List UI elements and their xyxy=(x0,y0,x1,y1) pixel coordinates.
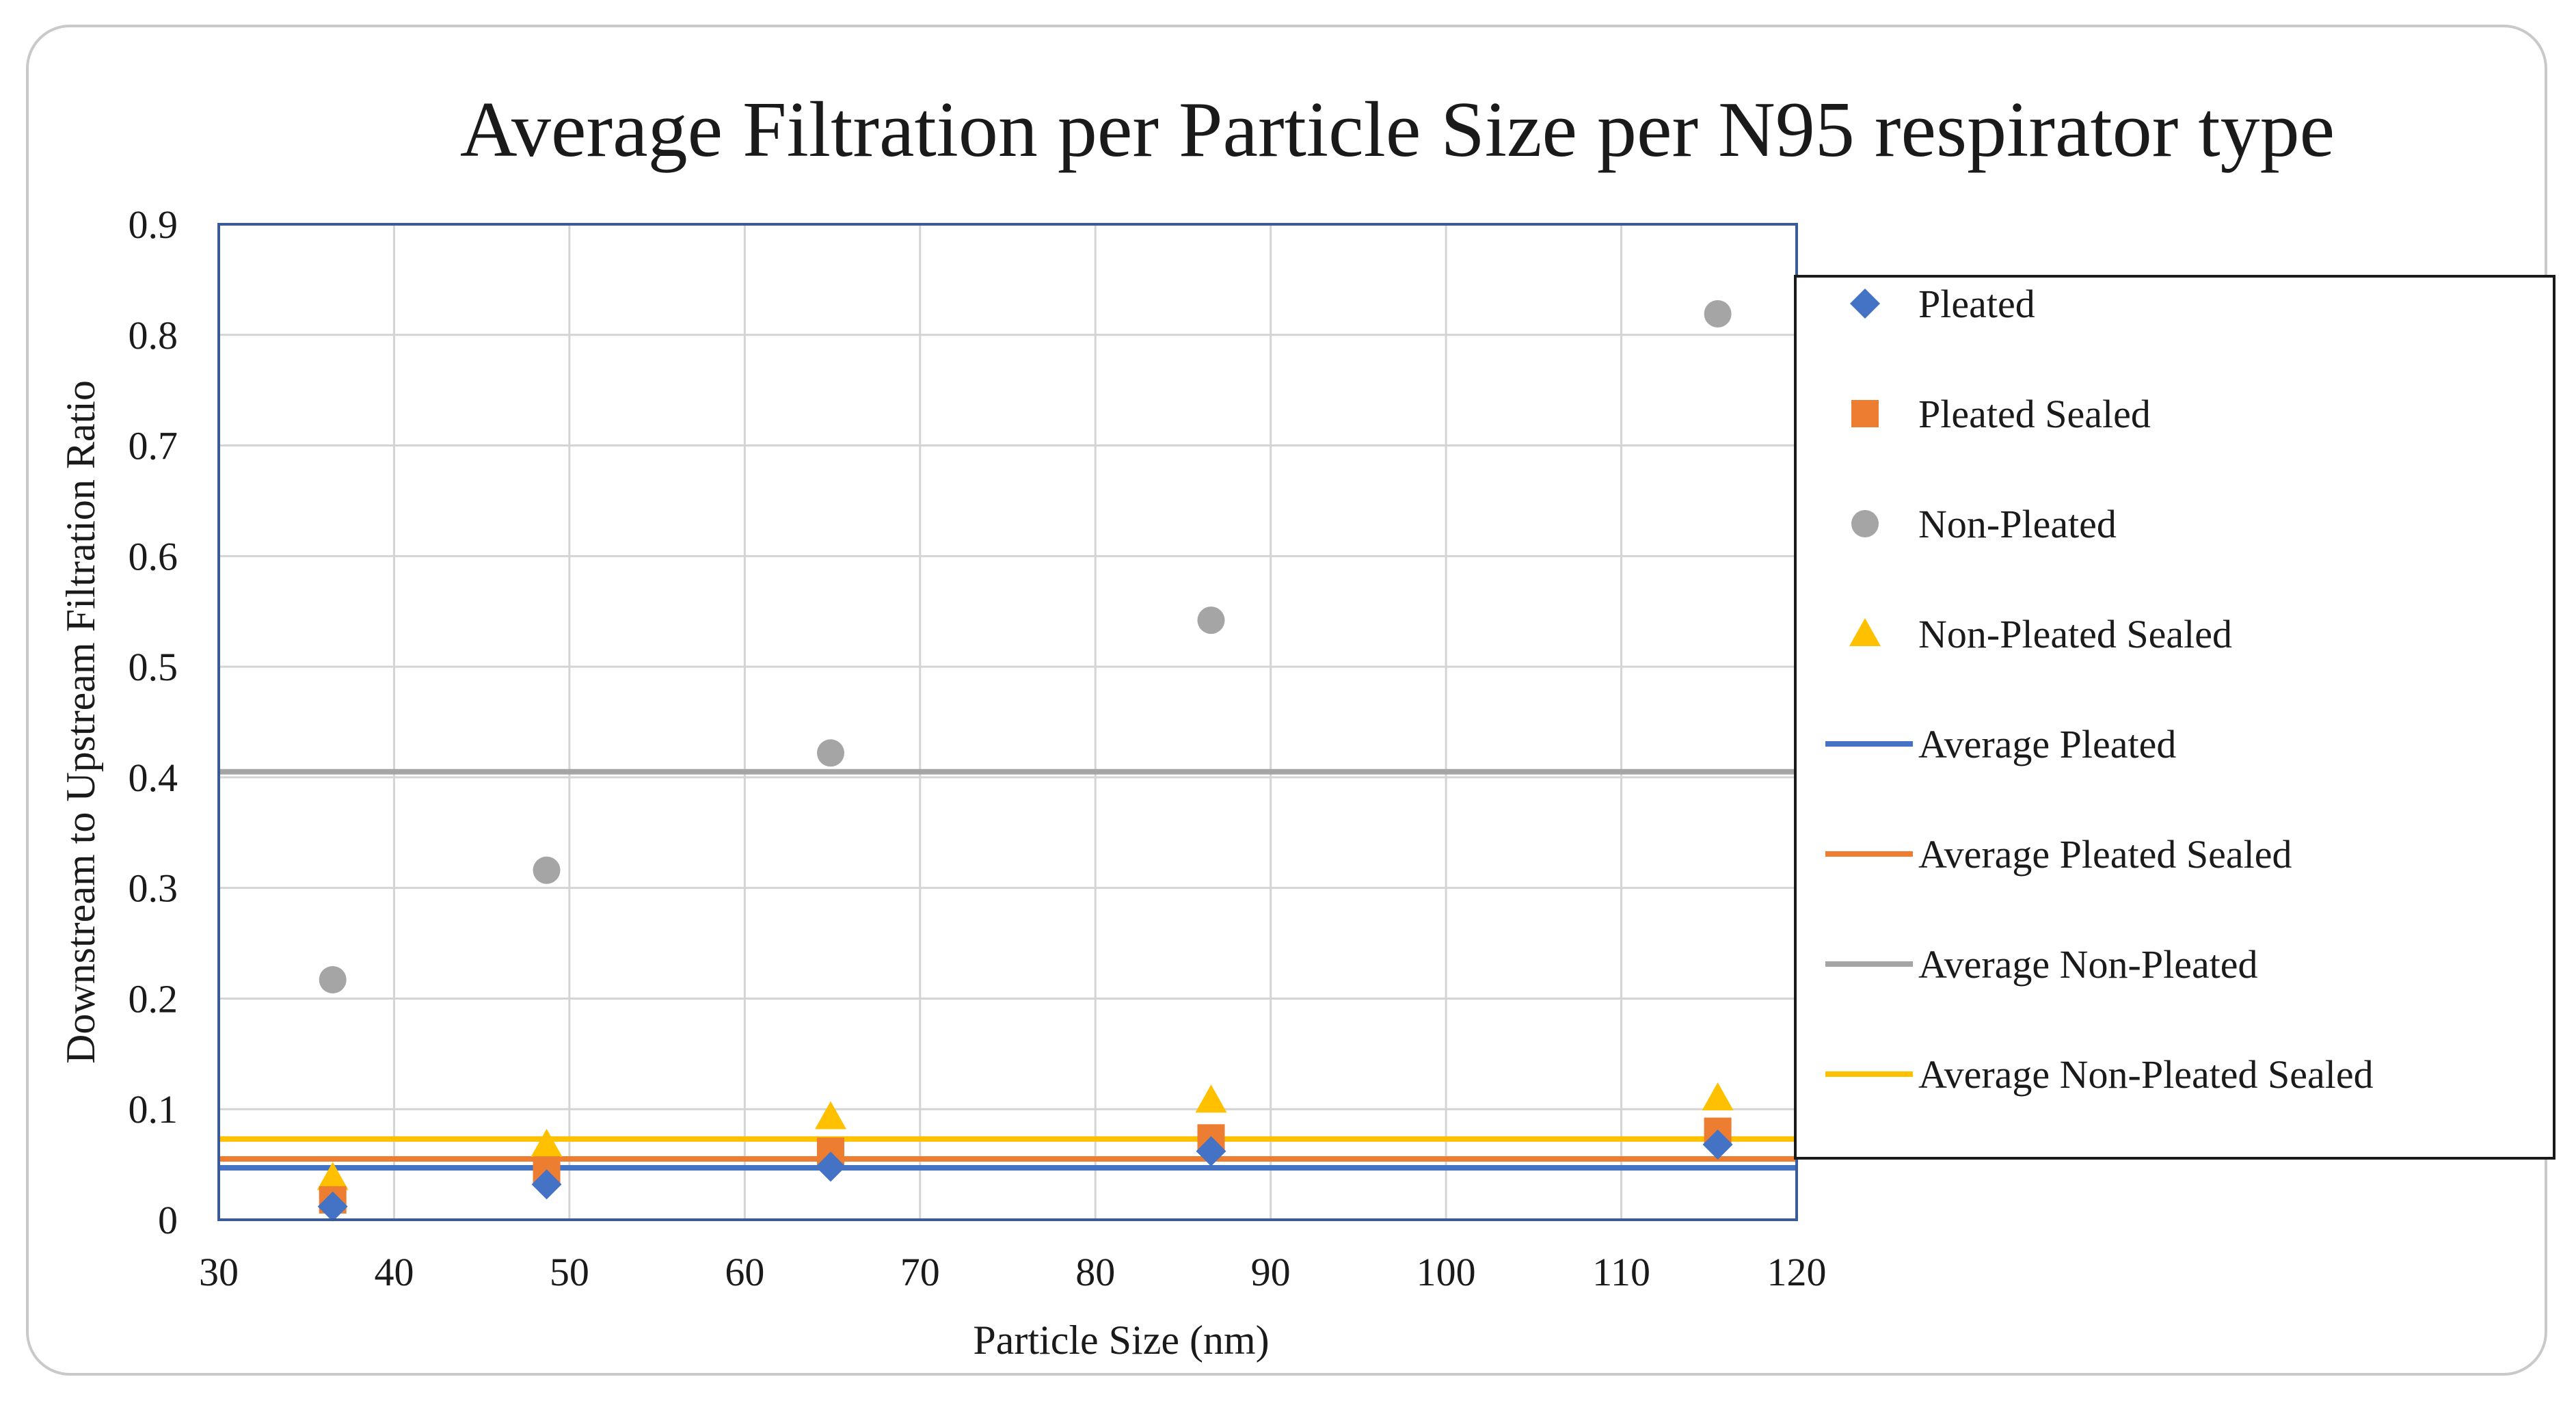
y-tick-label: 0.4 xyxy=(129,756,178,800)
data-point xyxy=(1195,1084,1227,1113)
data-point xyxy=(317,1191,348,1222)
legend-label: Average Non-Pleated Sealed xyxy=(1918,1052,2374,1097)
y-tick-label: 0 xyxy=(158,1198,178,1242)
data-point xyxy=(814,1101,846,1130)
data-point xyxy=(533,856,561,884)
data-points xyxy=(317,300,1734,1222)
plot-area-border xyxy=(217,223,1798,1221)
legend-marker xyxy=(1849,618,1881,646)
data-point xyxy=(1196,1136,1226,1166)
legend-marker xyxy=(1851,400,1879,427)
data-point xyxy=(531,1128,563,1157)
x-tick-label: 100 xyxy=(1417,1250,1476,1294)
legend-label: Average Pleated Sealed xyxy=(1918,832,2292,877)
data-point xyxy=(815,1151,846,1182)
chart-title: Average Filtration per Particle Size per… xyxy=(460,86,2335,174)
y-tick-label: 0.5 xyxy=(129,645,178,689)
y-tick-label: 0.9 xyxy=(129,202,178,247)
y-tick-label: 0.3 xyxy=(129,866,178,911)
legend-label: Pleated Sealed xyxy=(1918,392,2151,436)
y-tick-label: 0.6 xyxy=(129,534,178,578)
legend-label: Average Pleated xyxy=(1918,722,2176,766)
legend-box xyxy=(1794,275,2555,1160)
legend-label: Non-Pleated xyxy=(1918,502,2117,546)
x-tick-label: 90 xyxy=(1251,1250,1291,1294)
x-tick-label: 50 xyxy=(550,1250,589,1294)
legend-label: Non-Pleated Sealed xyxy=(1918,612,2232,656)
data-point xyxy=(1197,606,1225,634)
gridlines xyxy=(217,223,1798,1221)
x-tick-label: 110 xyxy=(1592,1250,1650,1294)
data-point xyxy=(531,1169,562,1200)
x-tick-label: 80 xyxy=(1075,1250,1115,1294)
legend-marker xyxy=(1851,510,1879,537)
x-tick-label: 120 xyxy=(1767,1250,1827,1294)
data-point xyxy=(816,739,844,767)
y-tick-label: 0.7 xyxy=(129,424,178,468)
x-tick-label: 40 xyxy=(374,1250,414,1294)
data-point xyxy=(317,1162,349,1190)
x-tick-labels: 30 40 50 60 70 80 90 100 110 120 xyxy=(199,1250,1827,1294)
y-tick-label: 0.2 xyxy=(129,976,178,1021)
average-lines xyxy=(219,769,1797,1171)
legend-label: Pleated xyxy=(1918,282,2035,326)
data-point xyxy=(1702,1129,1733,1160)
y-tick-label: 0.1 xyxy=(129,1087,178,1132)
x-tick-label: 30 xyxy=(199,1250,239,1294)
data-point xyxy=(1704,300,1732,328)
y-axis-label: Downstream to Upstream Filtration Ratio xyxy=(58,380,103,1064)
x-tick-label: 70 xyxy=(900,1250,940,1294)
y-tick-label: 0.8 xyxy=(129,313,178,358)
legend-marker xyxy=(1850,289,1880,319)
data-point xyxy=(1702,1082,1734,1111)
legend: Pleated Pleated Sealed Non-Pleated Non-Plea… xyxy=(1794,275,2555,1160)
legend-label: Average Non-Pleated xyxy=(1918,942,2258,987)
data-point xyxy=(319,965,347,993)
x-axis-label: Particle Size (nm) xyxy=(973,1318,1269,1363)
y-tick-labels: 0 0.1 0.2 0.3 0.4 0.5 0.6 0.7 0.8 0.9 xyxy=(129,202,178,1242)
x-tick-label: 60 xyxy=(725,1250,764,1294)
